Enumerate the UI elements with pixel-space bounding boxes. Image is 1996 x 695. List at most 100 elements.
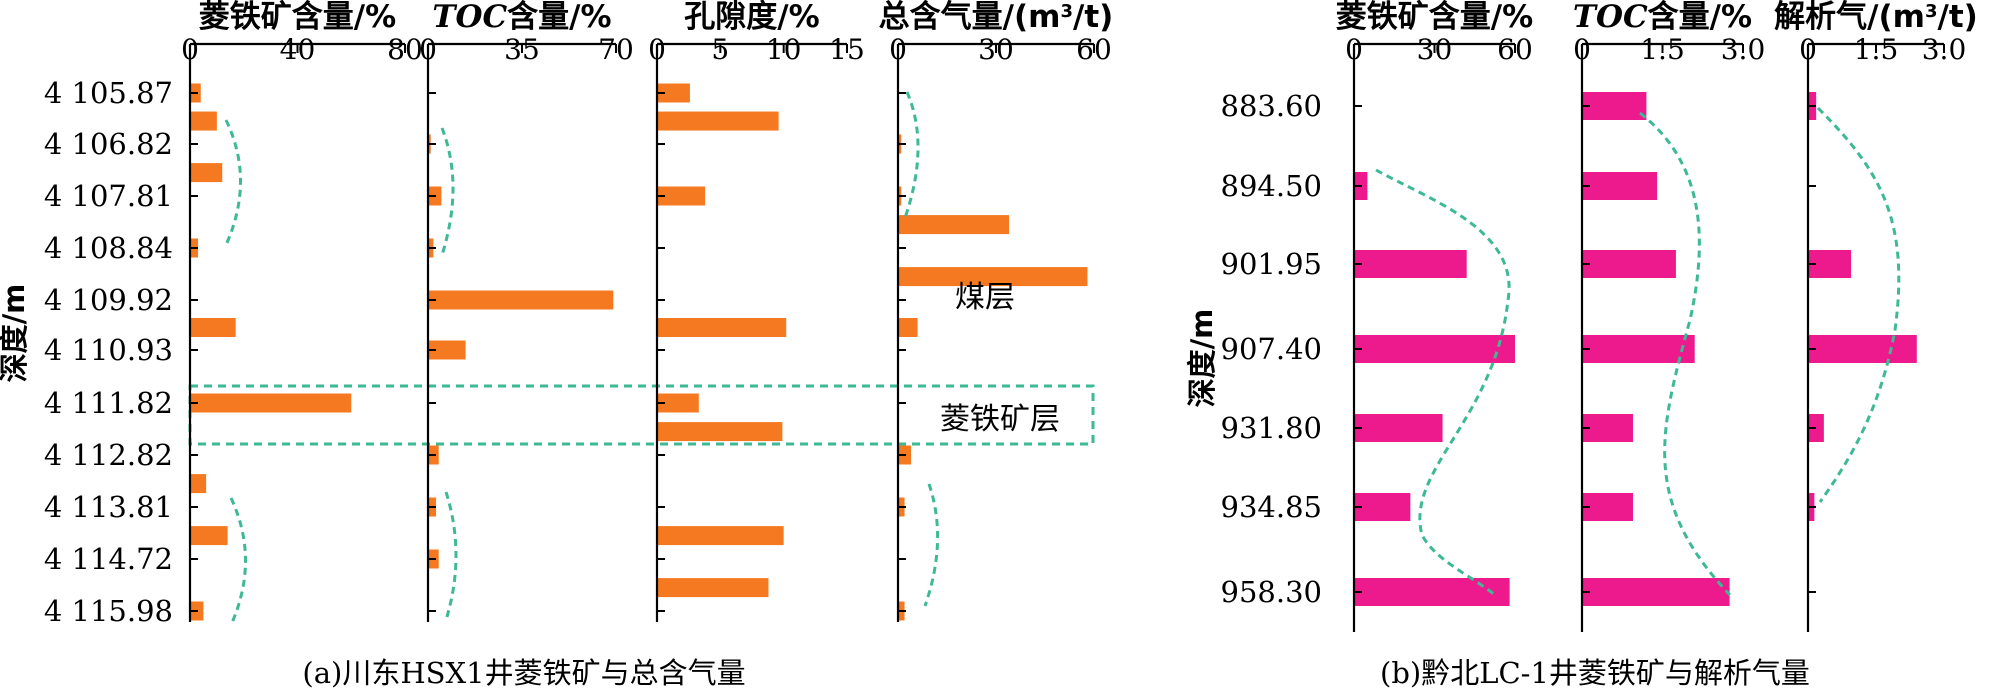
- panel-title: 解析气/(m3/t): [1774, 0, 1978, 35]
- panel-title: 孔隙度/%: [684, 0, 819, 35]
- x-tick-label: 0: [181, 33, 199, 66]
- title-part: 总含气量/(m: [879, 0, 1061, 35]
- x-tick-label: 30: [1417, 33, 1453, 66]
- panel-title: 菱铁矿含量/%: [1336, 0, 1533, 35]
- bar: [657, 422, 783, 442]
- trend-arc: [440, 127, 455, 256]
- trend-arc: [903, 91, 920, 219]
- bar: [657, 111, 779, 131]
- x-tick-label: 15: [829, 33, 865, 66]
- bar: [190, 393, 352, 413]
- caption: (a)川东HSX1井菱铁矿与总含气量: [302, 656, 745, 690]
- bar: [1808, 335, 1917, 363]
- depth-label: 4 105.87: [44, 76, 173, 110]
- x-tick-label: 1.5: [1854, 33, 1899, 66]
- bar: [1582, 92, 1647, 120]
- bar: [657, 393, 699, 413]
- annotation-coal: 煤层: [955, 280, 1015, 315]
- x-tick-label: 3.0: [1721, 33, 1766, 66]
- title-superscript: 3: [1060, 1, 1073, 22]
- x-tick-label: 70: [598, 33, 634, 66]
- depth-label: 934.85: [1221, 490, 1322, 524]
- depth-label: 894.50: [1221, 169, 1322, 203]
- bar: [898, 318, 918, 337]
- bar: [428, 340, 466, 360]
- bar: [657, 318, 787, 337]
- x-tick-label: 35: [504, 33, 540, 66]
- x-tick-label: 1.5: [1640, 33, 1685, 66]
- bar: [1582, 493, 1633, 521]
- trend-curve: [1816, 106, 1901, 503]
- bar: [190, 474, 207, 494]
- depth-label: 4 111.82: [44, 386, 173, 420]
- bar: [657, 186, 706, 206]
- depth-label: 4 112.82: [44, 438, 173, 472]
- annotation-siderite: 菱铁矿层: [940, 402, 1060, 437]
- panel-title: TOC含量/%: [432, 0, 611, 35]
- x-tick-label: 0: [648, 33, 666, 66]
- bar: [1354, 335, 1515, 363]
- bar: [898, 215, 1010, 235]
- title-part: 含量/%: [507, 0, 611, 35]
- bar: [1582, 414, 1633, 442]
- title-part: TOC: [1573, 0, 1648, 35]
- bar: [1354, 250, 1467, 278]
- depth-label: 901.95: [1221, 247, 1322, 281]
- title-part: /t): [1073, 0, 1113, 35]
- depth-label: 4 110.93: [44, 333, 173, 367]
- depth-label: 883.60: [1221, 89, 1322, 123]
- depth-label: 931.80: [1221, 411, 1322, 445]
- depth-label: 4 107.81: [44, 179, 173, 213]
- title-superscript: 3: [1925, 1, 1938, 22]
- bars-layer: [190, 83, 1917, 621]
- caption: (b)黔北LC-1井菱铁矿与解析气量: [1380, 656, 1810, 690]
- title-part: TOC: [432, 0, 507, 35]
- bar: [898, 267, 1088, 287]
- bar: [657, 526, 784, 546]
- x-tick-label: 60: [1076, 33, 1112, 66]
- x-tick-label: 5: [711, 33, 729, 66]
- depth-label: 4 106.82: [44, 127, 173, 161]
- trend-arc: [444, 491, 458, 621]
- x-tick-label: 0: [1345, 33, 1363, 66]
- panel-title: 菱铁矿含量/%: [199, 0, 396, 35]
- x-tick-label: 40: [280, 33, 316, 66]
- panel-title: TOC含量/%: [1573, 0, 1752, 35]
- title-part: 含量/%: [1648, 0, 1752, 35]
- x-tick-label: 0: [1799, 33, 1817, 66]
- bar: [1582, 578, 1730, 606]
- depth-label: 958.30: [1221, 575, 1322, 609]
- bar: [1354, 578, 1510, 606]
- x-tick-label: 10: [766, 33, 802, 66]
- y-axis-label: 深度/m: [0, 284, 31, 383]
- x-tick-label: 0: [419, 33, 437, 66]
- trend-curve: [1639, 111, 1732, 597]
- trend-arc: [229, 497, 247, 626]
- title-part: 解析气/(m: [1774, 0, 1925, 35]
- bar: [657, 83, 690, 103]
- bar: [1582, 250, 1676, 278]
- x-tick-label: 60: [1497, 33, 1533, 66]
- bar: [190, 111, 217, 131]
- bar: [1582, 172, 1658, 200]
- bar: [1354, 493, 1411, 521]
- title-part: /t): [1938, 0, 1978, 35]
- depth-label: 4 108.84: [44, 231, 173, 265]
- bar: [1582, 335, 1695, 363]
- axes-layer: [188, 42, 1945, 632]
- trend-curves-layer: [224, 91, 1901, 626]
- depth-label: 4 115.98: [44, 594, 173, 628]
- panel-title: 总含气量/(m3/t): [879, 0, 1114, 35]
- y-axis-label: 深度/m: [1185, 309, 1219, 408]
- trend-arc: [923, 483, 940, 607]
- depth-label: 4 109.92: [44, 283, 173, 317]
- depth-label: 907.40: [1221, 332, 1322, 366]
- x-tick-label: 3.0: [1922, 33, 1967, 66]
- x-tick-label: 0: [889, 33, 907, 66]
- x-tick-label: 30: [978, 33, 1014, 66]
- depth-label: 4 113.81: [44, 490, 173, 524]
- trend-arc: [224, 119, 242, 246]
- depth-label: 4 114.72: [44, 542, 173, 576]
